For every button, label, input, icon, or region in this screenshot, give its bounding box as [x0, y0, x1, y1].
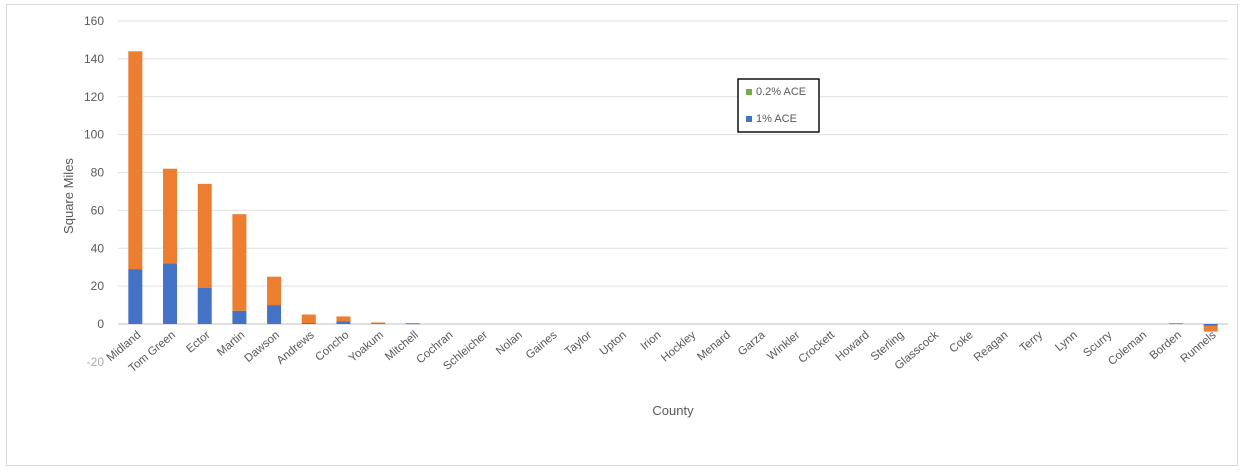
y-tick-label: 40 [91, 241, 105, 255]
x-tick-label: Howard [834, 329, 872, 364]
x-tick-label: Nolan [494, 329, 525, 358]
x-tick-label: Irion [639, 329, 664, 353]
bar-segment [197, 183, 212, 289]
bar-segment [1203, 324, 1218, 326]
x-tick-label: Andrews [275, 329, 317, 367]
x-tick-label: Martin [215, 329, 247, 359]
bar-segment [232, 310, 247, 324]
bar-segment [1203, 325, 1218, 332]
bar-segment [371, 323, 386, 325]
x-tick-label: Runnels [1179, 329, 1219, 365]
bar-segment [267, 305, 282, 324]
gridlines [118, 20, 1228, 325]
x-axis-title: County [652, 403, 694, 418]
bar-segment [405, 323, 420, 324]
x-tick-label: Ector [184, 329, 212, 356]
x-tick-label: Crockett [797, 329, 838, 366]
bar-segment [163, 168, 178, 264]
x-tick-label: Reagan [972, 329, 1011, 364]
y-tick-label: 120 [84, 90, 104, 104]
x-tick-label: Coleman [1106, 329, 1149, 368]
bar-segment [405, 323, 420, 325]
x-tick-label: Concho [313, 329, 351, 364]
bar-segment [1168, 323, 1183, 324]
legend-box [737, 78, 820, 133]
x-tick-label: Garza [736, 329, 768, 359]
bar-segment [128, 51, 143, 270]
y-tick-label: 100 [84, 128, 104, 142]
bar-segment [336, 321, 351, 324]
y-axis-title: Square Miles [61, 158, 76, 234]
y-tick-label: -20 [87, 355, 105, 369]
y-tick-label: 60 [91, 203, 105, 217]
legend-swatch-1-ace [746, 116, 752, 122]
bar-segment [267, 276, 282, 306]
x-tick-label: Terry [1018, 329, 1045, 355]
bar-segment [336, 316, 351, 322]
y-tick-label: 80 [91, 166, 105, 180]
x-tick-label: Gaines [524, 329, 560, 362]
y-tick-label: 140 [84, 52, 104, 66]
y-axis-ticks: 0 20 40 60 80 100 120 140 160 -20 [84, 14, 104, 369]
bar-segment [371, 322, 386, 324]
x-tick-label: Hockley [659, 329, 698, 365]
x-tick-label: Lynn [1053, 329, 1079, 354]
x-tick-label: Menard [695, 329, 733, 363]
bar-segment [301, 314, 316, 324]
legend: 0.2% ACE 1% ACE [737, 78, 820, 133]
bars [128, 51, 1218, 332]
y-tick-label: 0 [97, 317, 104, 331]
x-tick-label: Upton [598, 329, 629, 358]
legend-label-1-ace: 1% ACE [756, 113, 797, 125]
legend-label-0.2-ace: 0.2% ACE [756, 86, 806, 98]
bar-segment [301, 323, 316, 324]
bar-segment [128, 269, 143, 324]
x-tick-label: Coke [947, 329, 975, 355]
bar-segment [163, 263, 178, 324]
bar-segment [232, 214, 247, 311]
legend-swatch-0.2-ace [746, 89, 752, 95]
x-tick-label: Yoakum [347, 329, 386, 365]
x-tick-label: Taylor [563, 329, 594, 358]
y-tick-label: 160 [84, 14, 104, 28]
bar-segment [197, 288, 212, 324]
y-tick-label: 20 [91, 279, 105, 293]
